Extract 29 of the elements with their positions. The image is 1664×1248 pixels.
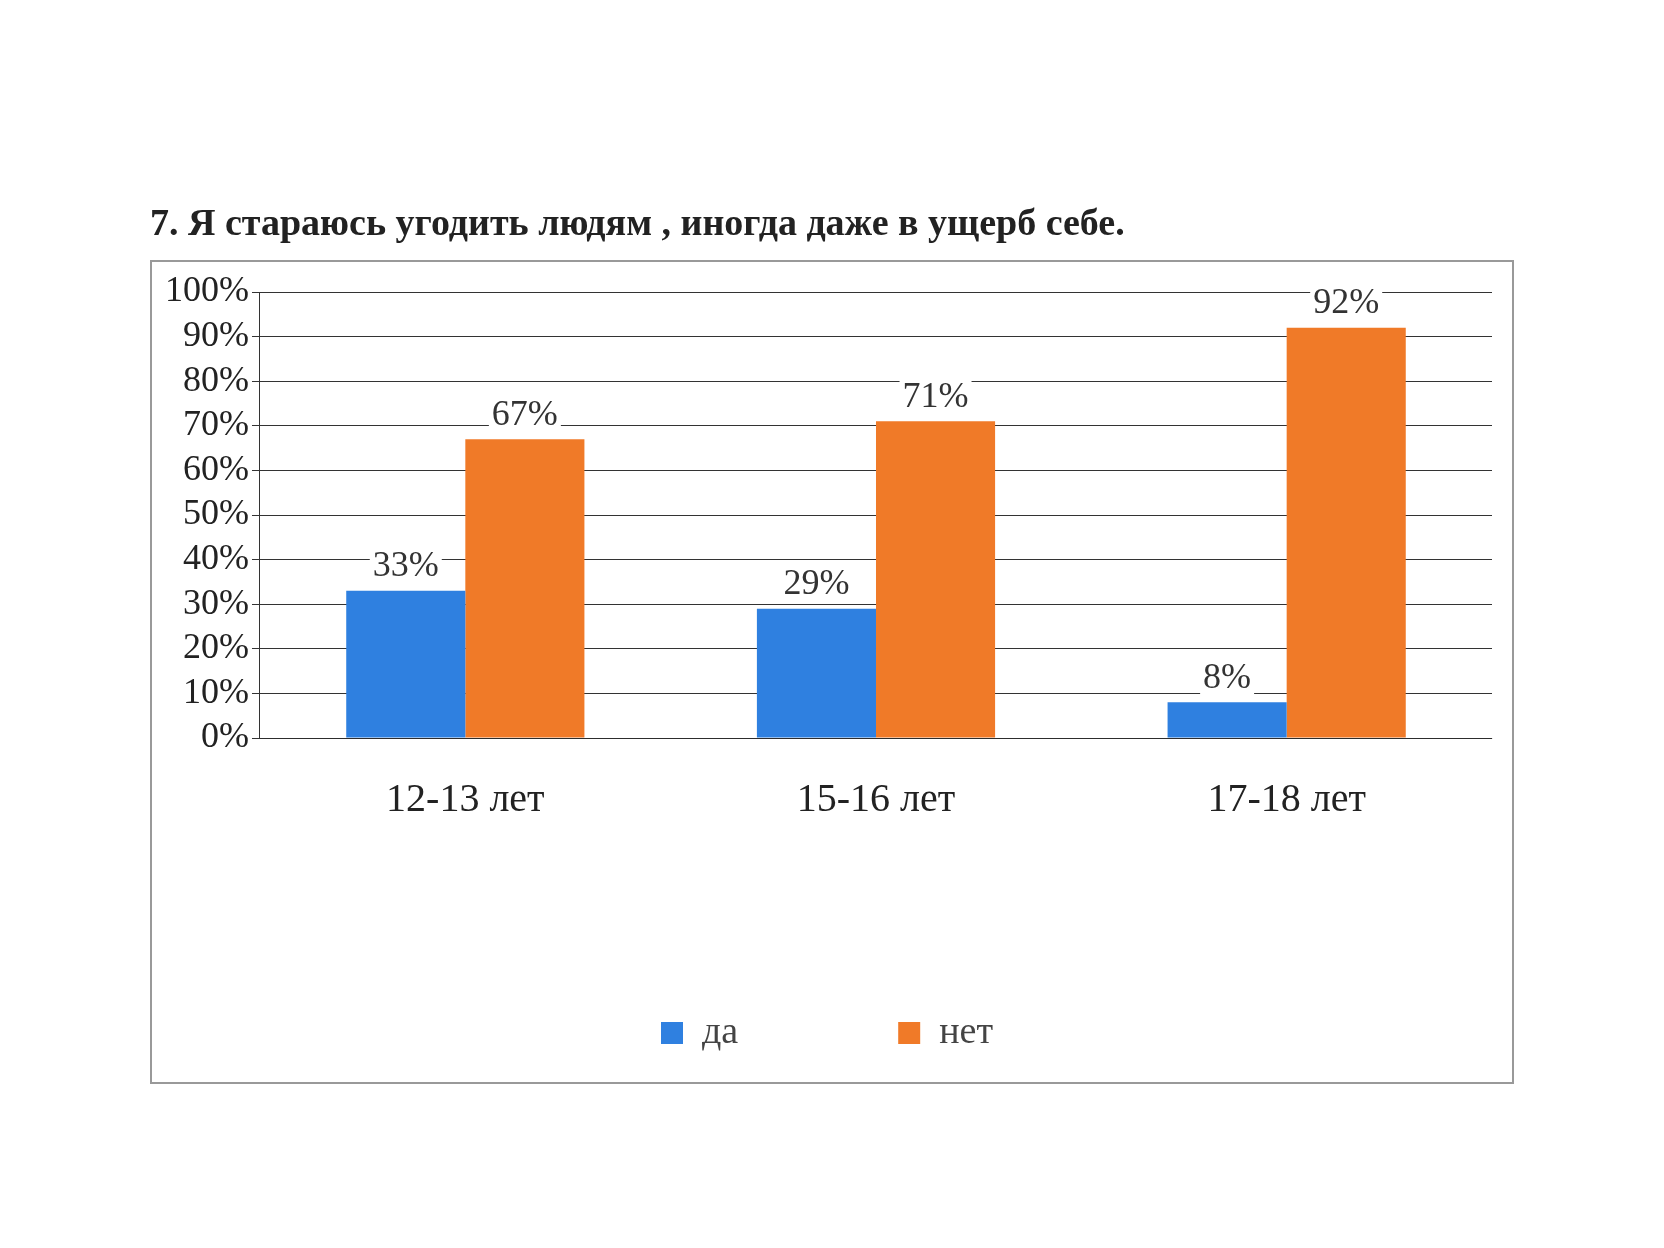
legend-label: да <box>702 1008 739 1051</box>
legend-label: нет <box>939 1008 994 1051</box>
y-tick-label: 30% <box>182 581 249 622</box>
bar <box>1167 702 1287 738</box>
data-label: 8% <box>1203 655 1252 696</box>
bar <box>875 421 996 738</box>
x-tick-label: 12-13 лет <box>386 774 545 820</box>
y-tick-label: 50% <box>182 492 249 533</box>
y-tick-label: 40% <box>182 537 249 578</box>
bar <box>346 590 466 738</box>
chart-title: 7. Я стараюсь угодить людям , иногда даже в ущерб себе. <box>150 200 1125 244</box>
y-tick-label: 100% <box>164 269 249 310</box>
x-tick-label: 15-16 лет <box>796 774 956 820</box>
data-label: 33% <box>372 544 439 585</box>
x-tick-label: 17-18 лет <box>1207 774 1366 820</box>
y-tick-label: 80% <box>182 358 249 399</box>
bar <box>756 608 876 738</box>
y-tick-label: 90% <box>182 314 249 355</box>
y-tick-label: 60% <box>182 447 249 488</box>
data-label: 67% <box>491 392 558 433</box>
y-tick-label: 20% <box>182 626 249 667</box>
y-tick-label: 70% <box>182 403 249 444</box>
data-label: 92% <box>1313 281 1380 322</box>
data-label: 29% <box>783 562 850 603</box>
data-label: 71% <box>902 374 969 415</box>
bar <box>1286 327 1406 738</box>
bar <box>465 439 585 738</box>
y-tick-label: 10% <box>182 670 249 711</box>
y-tick-label: 0% <box>200 715 249 756</box>
